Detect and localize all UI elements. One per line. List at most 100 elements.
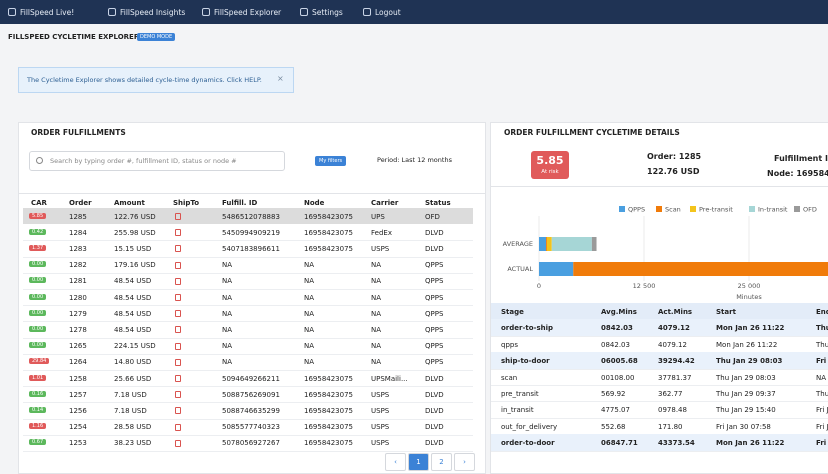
- shipto-icon: [175, 229, 181, 237]
- legend-swatch: [749, 206, 755, 212]
- page-button[interactable]: ‹: [385, 453, 406, 471]
- cell: DLVD: [425, 390, 444, 399]
- cell: NA: [371, 277, 382, 286]
- cell: 16958423075: [304, 244, 353, 253]
- column-header: Stage: [501, 308, 524, 316]
- cell: 16958423075: [304, 374, 353, 383]
- order-row[interactable]: 0.67 1253 38.23 USD 5078056927267 1695842307…: [23, 435, 473, 452]
- order-row[interactable]: 0.42 1284 255.98 USD 5450994909219 169584230…: [23, 224, 473, 242]
- page-button[interactable]: 2: [431, 453, 452, 471]
- cell: QPPS: [425, 358, 444, 367]
- cell: 4775.07: [601, 406, 630, 415]
- nav-item[interactable]: FillSpeed Insights: [120, 8, 186, 17]
- cell: 5407183896611: [222, 244, 280, 253]
- order-row[interactable]: 0.00 1282 179.16 USD NA NA NA QPPS: [23, 257, 473, 274]
- cell: NA: [222, 277, 233, 286]
- cell: 06005.68: [601, 357, 638, 366]
- cell: USPS: [371, 244, 390, 253]
- cell: NA: [222, 261, 233, 270]
- cell: Mon Jan 26 11:22: [716, 324, 785, 333]
- cell: 1283: [69, 244, 87, 253]
- nav-item[interactable]: Settings: [312, 8, 343, 17]
- car-badge: 0.00: [29, 309, 47, 316]
- cell: 1257: [69, 390, 87, 399]
- period-select[interactable]: Period: Last 12 months: [377, 156, 452, 164]
- car-badge: 0.14: [29, 406, 47, 413]
- shipto-icon: [175, 407, 181, 415]
- y-tick-label: ACTUAL: [507, 265, 533, 273]
- cell: Fri Jan 30 07:58: [716, 422, 771, 431]
- order-row[interactable]: 1.16 1254 28.58 USD 5085577740323 1695842307…: [23, 419, 473, 436]
- cell: USPS: [371, 439, 390, 448]
- cell: NA: [304, 261, 315, 270]
- cell: UPS: [371, 212, 385, 221]
- stage-row: qpps 0842.03 4079.12 Mon Jan 26 11:22 Thu: [491, 336, 828, 354]
- selected-row[interactable]: 5.85 1285 122.76 USD 5486512078883 169584230…: [23, 208, 473, 225]
- shipto-icon: [175, 245, 181, 253]
- order-row[interactable]: 1.37 1283 15.15 USD 5407183896611 1695842307…: [23, 240, 473, 258]
- cell: Fri J: [816, 357, 828, 366]
- column-header: Act.Mins: [658, 308, 693, 316]
- column-header: Carrier: [371, 199, 399, 207]
- cell: NA: [371, 358, 382, 367]
- nav-item[interactable]: Logout: [375, 8, 401, 17]
- cell: scan: [501, 373, 518, 382]
- order-amount: 122.76 USD: [647, 167, 700, 176]
- cell: Thu: [816, 340, 828, 349]
- cell: 1279: [69, 309, 87, 318]
- x-tick-label: 25 000: [738, 282, 761, 290]
- filter-button[interactable]: My filters: [315, 156, 347, 166]
- page-button[interactable]: 1: [408, 453, 429, 471]
- cell: Thu Jan 29 08:03: [716, 357, 783, 366]
- stage-header-row: Stage Avg.Mins Act.Mins Start End: [491, 303, 828, 320]
- cell: 14.80 USD: [114, 358, 152, 367]
- page-button[interactable]: ›: [454, 453, 475, 471]
- car-badge: 0.67: [29, 439, 47, 446]
- order-row[interactable]: 0.00 1280 48.54 USD NA NA NA QPPS: [23, 289, 473, 307]
- order-row[interactable]: 1.01 1258 25.66 USD 5094649266211 1695842307…: [23, 370, 473, 388]
- cell: 1282: [69, 261, 87, 270]
- cell: 48.54 USD: [114, 309, 152, 318]
- legend-label: QPPS: [628, 206, 645, 214]
- order-row[interactable]: 29.84 1264 14.80 USD NA NA NA QPPS: [23, 354, 473, 371]
- cell: DLVD: [425, 244, 444, 253]
- order-row[interactable]: 0.14 1256 7.18 USD 5088746635299 16958423075…: [23, 402, 473, 420]
- nav-item[interactable]: FillSpeed Live!: [20, 8, 75, 17]
- order-row[interactable]: 0.16 1257 7.18 USD 5088756269091 16958423075…: [23, 386, 473, 404]
- order-row[interactable]: 0.00 1281 48.54 USD NA NA NA QPPS: [23, 273, 473, 290]
- cell: DLVD: [425, 374, 444, 383]
- search-box[interactable]: Search by typing order #, fulfillment ID…: [29, 151, 285, 171]
- order-row[interactable]: 0.00 1278 48.54 USD NA NA NA QPPS: [23, 321, 473, 339]
- nav-icon: [363, 8, 371, 16]
- car-badge: 29.84: [29, 358, 50, 365]
- alert-box: The Cycletime Explorer shows detailed cy…: [18, 67, 294, 93]
- risk-label: At risk: [541, 169, 559, 175]
- shipto-icon: [175, 439, 181, 447]
- cell: 1254: [69, 423, 87, 432]
- cell: Thu Jan 29 08:03: [716, 373, 776, 382]
- risk-box: 5.85 At risk: [531, 151, 569, 179]
- demo-badge: DEMO MODE: [137, 33, 176, 41]
- car-badge: 0.16: [29, 390, 47, 397]
- risk-value: 5.85: [536, 154, 564, 167]
- cell: ship-to-door: [501, 357, 550, 366]
- legend-swatch: [656, 206, 662, 212]
- order-row[interactable]: 0.00 1265 224.15 USD NA NA NA QPPS: [23, 338, 473, 355]
- nav-item[interactable]: FillSpeed Explorer: [214, 8, 282, 17]
- cell: 38.23 USD: [114, 439, 152, 448]
- cell: 122.76 USD: [114, 212, 156, 221]
- column-header: Fulfill. ID: [222, 199, 258, 207]
- car-badge: 1.37: [29, 244, 47, 251]
- alert-close[interactable]: ×: [277, 74, 284, 83]
- cell: NA: [304, 325, 315, 334]
- cell: 171.80: [658, 422, 683, 431]
- cell: QPPS: [425, 277, 444, 286]
- cell: NA: [371, 309, 382, 318]
- cell: 00108.00: [601, 373, 635, 382]
- stage-row: pre_transit 569.92 362.77 Thu Jan 29 09:37 T…: [491, 385, 828, 403]
- cell: QPPS: [425, 261, 444, 270]
- cell: 5088756269091: [222, 390, 280, 399]
- order-row[interactable]: 0.00 1279 48.54 USD NA NA NA QPPS: [23, 305, 473, 323]
- cell: 1264: [69, 358, 87, 367]
- column-header: Amount: [114, 199, 145, 207]
